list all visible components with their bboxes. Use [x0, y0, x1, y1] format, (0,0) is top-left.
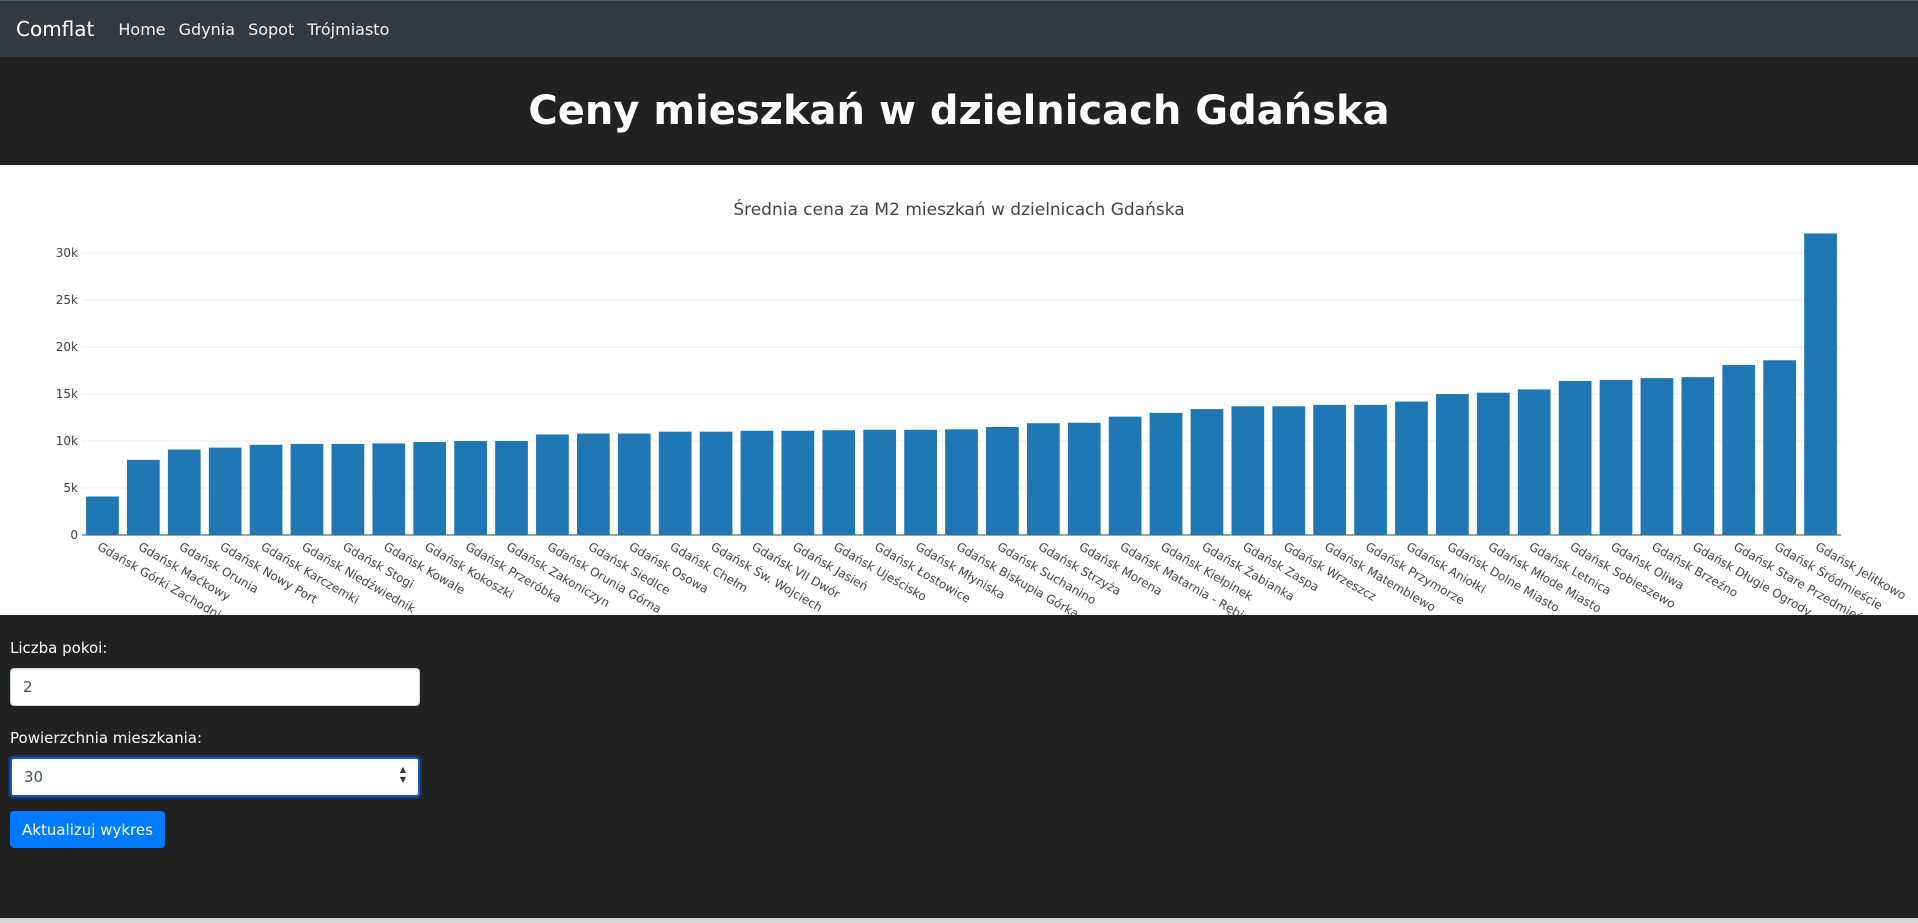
bar[interactable]: [617, 433, 651, 535]
bar[interactable]: [1681, 377, 1715, 535]
bar[interactable]: [126, 459, 160, 535]
bar[interactable]: [1558, 380, 1592, 535]
bar[interactable]: [1763, 360, 1797, 535]
bar[interactable]: [986, 426, 1019, 535]
bar[interactable]: [1395, 401, 1428, 535]
bar-chart: Średnia cena za M2 mieszkań w dzielnicac…: [56, 198, 1909, 615]
bar[interactable]: [1640, 378, 1674, 535]
filter-form: Liczba pokoi: Powierzchnia mieszkania: ▲…: [0, 615, 1918, 923]
bar[interactable]: [1517, 389, 1551, 535]
chart-container: Średnia cena za M2 mieszkań w dzielnicac…: [0, 165, 1918, 615]
bar[interactable]: [1804, 233, 1837, 536]
bar[interactable]: [1067, 422, 1101, 535]
hero-banner: Ceny mieszkań w dzielnicach Gdańska: [0, 57, 1918, 165]
bar[interactable]: [1149, 412, 1183, 535]
y-tick-label: 20k: [56, 340, 78, 354]
bar[interactable]: [331, 443, 365, 535]
bar[interactable]: [167, 449, 201, 535]
rooms-label: Liczba pokoi:: [10, 639, 108, 657]
y-tick-label: 15k: [56, 387, 78, 401]
y-tick-label: 0: [70, 528, 78, 542]
bar[interactable]: [495, 441, 528, 535]
bar[interactable]: [1354, 404, 1387, 535]
bar[interactable]: [658, 431, 692, 535]
bar[interactable]: [740, 430, 774, 535]
area-label: Powierzchnia mieszkania:: [10, 729, 203, 747]
bar[interactable]: [1190, 409, 1224, 535]
bar[interactable]: [1108, 416, 1142, 535]
nav-link-home[interactable]: Home: [118, 19, 166, 39]
horizontal-scrollbar[interactable]: [0, 918, 1918, 923]
chart-title: Średnia cena za M2 mieszkań w dzielnicac…: [733, 198, 1184, 220]
bar[interactable]: [372, 443, 406, 535]
bar[interactable]: [1313, 404, 1347, 535]
bar[interactable]: [1436, 394, 1469, 535]
nav-link-gdynia[interactable]: Gdynia: [178, 19, 236, 39]
bar[interactable]: [863, 429, 897, 535]
bar[interactable]: [208, 447, 242, 535]
bar[interactable]: [1272, 406, 1306, 535]
bar[interactable]: [86, 496, 119, 535]
bar[interactable]: [536, 434, 569, 535]
bar[interactable]: [822, 430, 856, 535]
bar[interactable]: [781, 430, 815, 535]
bar[interactable]: [454, 441, 487, 535]
rooms-input[interactable]: [10, 668, 420, 706]
number-stepper[interactable]: ▲ ▼: [398, 765, 408, 785]
brand-link[interactable]: Comflat: [16, 17, 95, 41]
nav-link-trojmiasto[interactable]: Trójmiasto: [307, 19, 390, 39]
bar[interactable]: [1231, 406, 1265, 535]
y-tick-label: 30k: [56, 246, 78, 260]
bar[interactable]: [1026, 423, 1060, 535]
bar[interactable]: [249, 444, 283, 535]
y-tick-label: 25k: [56, 293, 78, 307]
area-field: ▲ ▼: [10, 757, 420, 797]
bar[interactable]: [1722, 364, 1756, 535]
bar[interactable]: [576, 433, 610, 535]
bars: [86, 233, 1837, 536]
bar[interactable]: [290, 443, 324, 535]
bar[interactable]: [904, 429, 937, 535]
stepper-down-icon[interactable]: ▼: [399, 775, 407, 784]
bar[interactable]: [1599, 380, 1633, 535]
bar[interactable]: [1476, 392, 1510, 535]
bar[interactable]: [699, 431, 733, 535]
update-chart-button[interactable]: Aktualizuj wykres: [10, 811, 165, 848]
y-tick-label: 10k: [56, 434, 78, 448]
area-input[interactable]: [10, 757, 420, 797]
bar[interactable]: [413, 442, 447, 535]
navbar: Comflat Home Gdynia Sopot Trójmiasto: [0, 0, 1918, 57]
nav-link-sopot[interactable]: Sopot: [248, 19, 295, 39]
page-title: Ceny mieszkań w dzielnicach Gdańska: [528, 88, 1390, 134]
stepper-up-icon[interactable]: ▲: [399, 765, 407, 774]
bar[interactable]: [945, 429, 978, 535]
y-tick-label: 5k: [63, 481, 78, 495]
